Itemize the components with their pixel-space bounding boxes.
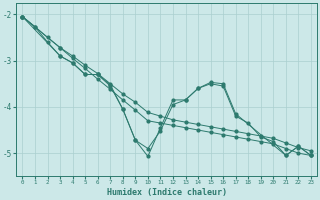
X-axis label: Humidex (Indice chaleur): Humidex (Indice chaleur): [107, 188, 227, 197]
